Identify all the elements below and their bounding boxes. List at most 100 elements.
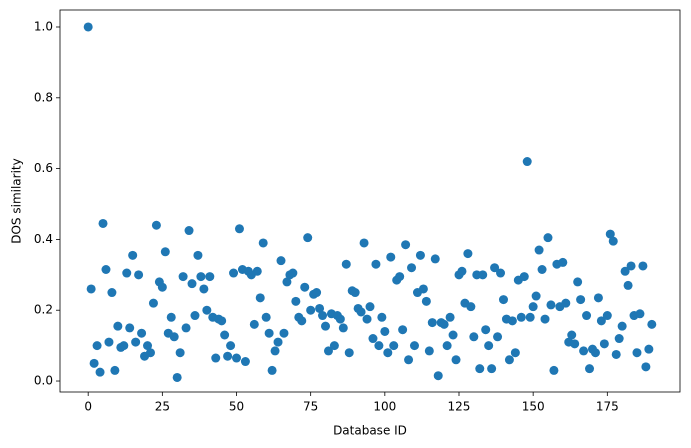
point: [258, 238, 268, 248]
point: [638, 261, 648, 271]
point: [605, 229, 615, 239]
point: [484, 341, 494, 351]
point: [107, 288, 117, 298]
point: [519, 272, 529, 282]
point: [279, 328, 289, 338]
point: [504, 355, 514, 365]
point: [582, 311, 592, 321]
point: [282, 277, 292, 287]
point: [101, 265, 111, 275]
point: [205, 272, 215, 282]
point: [585, 364, 595, 374]
point: [590, 348, 600, 358]
point: [172, 372, 182, 382]
point: [623, 280, 633, 290]
point: [368, 334, 378, 344]
x-tick-label: 175: [596, 400, 619, 414]
point: [383, 348, 393, 358]
point: [389, 341, 399, 351]
point: [199, 284, 209, 294]
point: [157, 282, 167, 292]
point: [528, 302, 538, 312]
point: [323, 346, 333, 356]
point: [602, 311, 612, 321]
point: [148, 298, 158, 308]
point: [404, 355, 414, 365]
point: [234, 224, 244, 234]
x-axis-label: Database ID: [333, 424, 407, 438]
point: [395, 272, 405, 282]
y-tick-label: 0.4: [34, 232, 53, 246]
point: [151, 220, 161, 230]
point: [273, 337, 283, 347]
point: [567, 330, 577, 340]
point: [593, 293, 603, 303]
point: [193, 250, 203, 260]
point: [644, 344, 654, 354]
point: [386, 252, 396, 262]
point: [487, 364, 497, 374]
point: [522, 157, 532, 167]
point: [145, 348, 155, 358]
point: [599, 339, 609, 349]
point: [187, 279, 197, 289]
point: [424, 346, 434, 356]
x-tick-label: 100: [373, 400, 396, 414]
point: [478, 270, 488, 280]
point: [226, 341, 236, 351]
point: [525, 312, 535, 322]
x-tick-label: 0: [84, 400, 92, 414]
point: [380, 326, 390, 336]
point: [448, 330, 458, 340]
point: [531, 291, 541, 301]
point: [315, 303, 325, 313]
point: [220, 330, 230, 340]
point: [451, 355, 461, 365]
y-tick-label: 0.2: [34, 303, 53, 317]
point: [261, 312, 271, 322]
point: [223, 351, 233, 361]
point: [125, 323, 135, 333]
point: [561, 298, 571, 308]
point: [490, 263, 500, 273]
point: [86, 284, 96, 294]
point: [335, 314, 345, 324]
x-tick-label: 125: [448, 400, 471, 414]
y-tick-label: 0.6: [34, 161, 53, 175]
point: [249, 319, 259, 329]
point: [540, 314, 550, 324]
point: [617, 321, 627, 331]
x-tick-label: 50: [229, 400, 244, 414]
point: [181, 323, 191, 333]
point: [196, 272, 206, 282]
y-tick-label: 1.0: [34, 19, 53, 33]
point: [507, 316, 517, 326]
point: [128, 250, 138, 260]
point: [110, 365, 120, 375]
point: [626, 261, 636, 271]
point: [359, 238, 369, 248]
point: [341, 259, 351, 269]
point: [576, 295, 586, 305]
point: [160, 247, 170, 257]
point: [89, 358, 99, 368]
point: [318, 311, 328, 321]
point: [537, 265, 547, 275]
y-axis-label: DOS similarity: [10, 158, 24, 244]
point: [481, 325, 491, 335]
y-tick-label: 0.0: [34, 374, 53, 388]
point: [288, 268, 298, 278]
point: [371, 259, 381, 269]
x-tick-label: 75: [303, 400, 318, 414]
point: [377, 312, 387, 322]
point: [300, 282, 310, 292]
point: [549, 365, 559, 375]
point: [611, 349, 621, 359]
point: [276, 256, 286, 266]
point: [329, 341, 339, 351]
point: [415, 250, 425, 260]
point: [252, 266, 262, 276]
point: [445, 312, 455, 322]
point: [303, 233, 313, 243]
